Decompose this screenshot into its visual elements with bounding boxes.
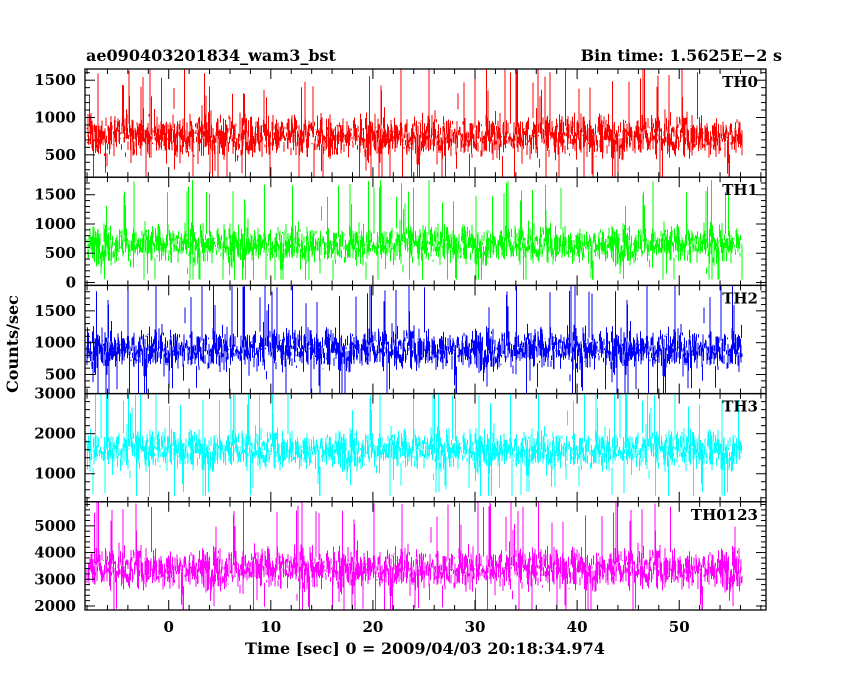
y-tick-label: 1000 xyxy=(34,465,76,483)
series-TH3-trace xyxy=(86,393,742,496)
y-tick-label: 1000 xyxy=(34,334,76,352)
panel-TH0123: 2000 3000 4000 5000 TH0123 xyxy=(34,501,767,615)
y-tick-label: 500 xyxy=(45,244,76,262)
y-tick-label: 500 xyxy=(45,146,76,164)
y-tick-label: 1500 xyxy=(34,302,76,320)
x-tick-label: 50 xyxy=(669,618,690,636)
y-tick-label: 1500 xyxy=(34,71,76,89)
y-tick-label: 5000 xyxy=(34,517,76,535)
y-tick-label: 0 xyxy=(66,273,76,291)
panel-TH2: 500 1000 1500 TH2 xyxy=(34,284,767,395)
panel-label-TH0: TH0 xyxy=(722,73,758,91)
panel-label-TH1: TH1 xyxy=(722,181,758,199)
y-axis-label: Counts/sec xyxy=(3,295,22,393)
x-axis-label: Time [sec] 0 = 2009/04/03 20:18:34.974 xyxy=(245,639,605,658)
y-tick-label: 1000 xyxy=(34,109,76,127)
panel-TH0: 500 1000 1500 TH0 xyxy=(34,68,767,178)
series-TH2-trace xyxy=(86,285,743,394)
series-TH0123-trace xyxy=(86,501,743,610)
y-tick-label: 1500 xyxy=(34,186,76,204)
x-tick-label: 30 xyxy=(465,618,486,636)
x-tick-label: 20 xyxy=(362,618,383,636)
y-tick-label: 4000 xyxy=(34,544,76,562)
x-tick-label: 0 xyxy=(164,618,174,636)
x-tick-label: 40 xyxy=(567,618,588,636)
object-title: ae090403201834_wam3_bst xyxy=(86,46,337,65)
y-tick-label: 2000 xyxy=(34,597,76,615)
bin-time-title: Bin time: 1.5625E−2 s xyxy=(581,46,782,65)
y-tick-label: 3000 xyxy=(34,570,76,588)
series-TH1-trace xyxy=(86,180,743,280)
y-tick-label: 1000 xyxy=(34,215,76,233)
y-tick-label: 2000 xyxy=(34,425,76,443)
panel-frame xyxy=(84,501,767,611)
panels: 500 1000 1500 TH0 0 500 1000 1500 TH1 500 1000 1500… xyxy=(34,68,767,615)
panel-label-TH2: TH2 xyxy=(722,289,758,307)
panel-TH3: 1000 2000 3000 TH3 xyxy=(34,385,767,503)
x-tick-label: 10 xyxy=(260,618,281,636)
x-axis: 0 10 20 30 40 50 xyxy=(164,618,690,636)
panel-label-TH3: TH3 xyxy=(722,398,758,416)
series-TH0-trace xyxy=(86,69,743,178)
y-tick-label: 500 xyxy=(45,366,76,384)
y-tick-label: 3000 xyxy=(34,385,76,403)
panel-TH1: 0 500 1000 1500 TH1 xyxy=(34,176,767,291)
panel-label-TH0123: TH0123 xyxy=(691,506,758,524)
